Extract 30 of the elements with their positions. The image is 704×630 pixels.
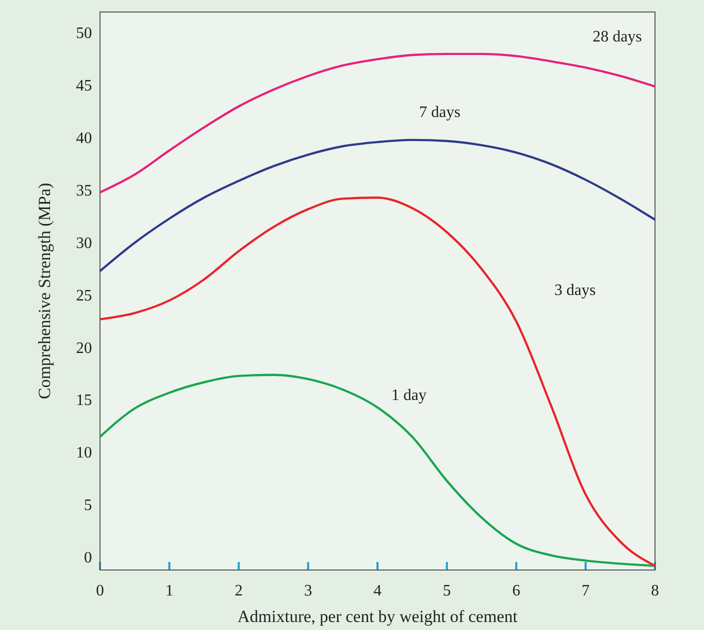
x-tick-label: 1 [165, 582, 174, 600]
line-series [98, 52, 656, 194]
line-series [98, 138, 656, 272]
line-series [98, 196, 656, 567]
y-tick-label: 25 [76, 287, 92, 304]
x-tick-label: 2 [234, 582, 243, 600]
y-tick-label: 30 [76, 234, 92, 252]
x-tick-label: 8 [651, 582, 659, 600]
y-tick-label: 10 [76, 444, 92, 462]
series-label: 28 days [592, 28, 642, 46]
x-tick-label: 3 [304, 582, 312, 600]
y-tick-label: 15 [76, 392, 92, 410]
y-tick-label: 20 [76, 340, 92, 357]
y-tick-label: 45 [76, 78, 92, 95]
series-label: 7 days [419, 104, 460, 121]
y-tick-label: 5 [84, 497, 92, 514]
y-tick-label: 40 [76, 130, 92, 147]
x-tick-label: 4 [374, 582, 382, 600]
x-tick-label: 6 [512, 582, 520, 600]
series-label: 1 day [391, 387, 426, 404]
x-tick-label: 7 [582, 582, 590, 600]
y-tick-label: 50 [76, 25, 92, 42]
x-axis-title: Admixture, per cent by weight of cement [238, 607, 518, 626]
y-tick-label: 0 [84, 550, 92, 567]
x-tick-label: 0 [96, 582, 104, 600]
text: 3 days [554, 282, 596, 300]
line-series [98, 374, 656, 567]
y-tick-label: 35 [76, 182, 92, 200]
y-axis-title: Comprehensive Strength (MPa) [35, 182, 54, 400]
x-tick-label: 5 [442, 582, 451, 600]
